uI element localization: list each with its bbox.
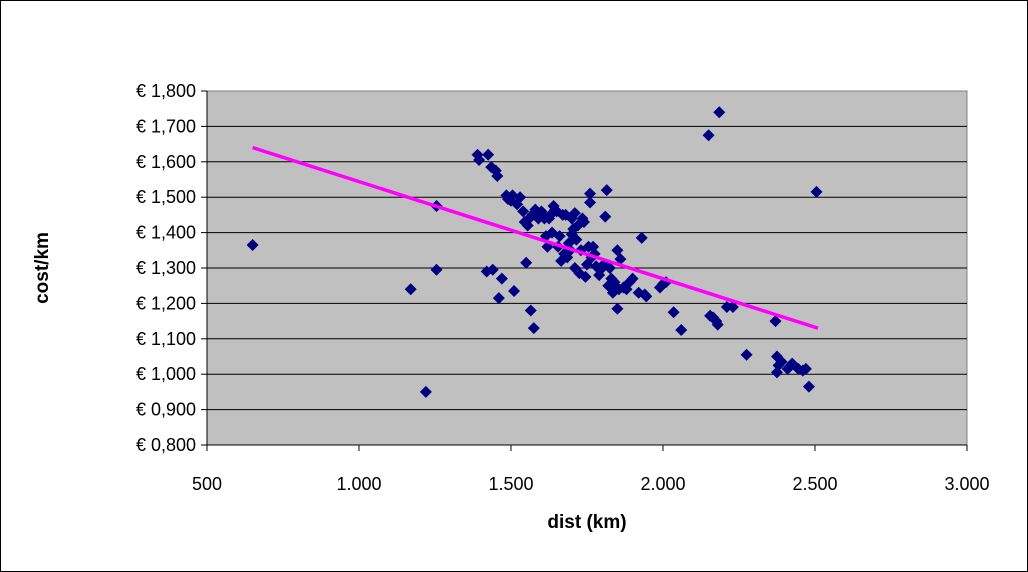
x-tick-label: 3.000 <box>944 474 989 494</box>
data-point <box>640 290 653 303</box>
data-point <box>675 323 688 336</box>
data-point <box>508 285 521 298</box>
data-point <box>614 253 627 266</box>
gridlines <box>207 125 967 411</box>
data-point <box>524 304 537 317</box>
y-tick-label: € 1,500 <box>136 187 196 207</box>
x-tick-label: 2.000 <box>640 474 685 494</box>
data-point <box>635 231 648 244</box>
data-point <box>579 270 592 283</box>
data-point <box>570 233 583 246</box>
y-tick-label: € 1,300 <box>136 258 196 278</box>
axes <box>201 90 968 451</box>
data-point <box>799 362 812 375</box>
data-point <box>577 215 590 228</box>
data-point <box>713 106 726 119</box>
x-tick-label: 1.000 <box>336 474 381 494</box>
data-point <box>726 300 739 313</box>
data-point <box>473 154 486 167</box>
data-point <box>599 210 612 223</box>
x-tick-labels: 500 1.000 1.500 2.000 2.500 3.000 <box>192 474 990 494</box>
data-point <box>486 263 499 276</box>
y-tick-labels: € 0,800 € 0,900 € 1,000 € 1,100 € 1,200 € 1,3… <box>136 81 196 455</box>
data-point <box>553 230 566 243</box>
data-point <box>711 318 724 331</box>
data-point <box>775 355 788 368</box>
data-point <box>568 207 581 220</box>
y-tick-label: € 1,100 <box>136 329 196 349</box>
y-tick-label: € 1,600 <box>136 152 196 172</box>
data-point <box>802 380 815 393</box>
x-tick-label: 1.500 <box>488 474 533 494</box>
data-point <box>520 256 533 269</box>
data-point <box>246 238 259 251</box>
data-point <box>495 272 508 285</box>
data-point <box>482 148 495 161</box>
data-point <box>626 272 639 285</box>
y-tick-label: € 1,200 <box>136 293 196 313</box>
data-point <box>527 322 540 335</box>
trendline <box>252 145 819 330</box>
y-tick-label: € 1,400 <box>136 223 196 243</box>
data-point <box>600 184 613 197</box>
y-axis-title: cost/km <box>32 232 53 304</box>
trendline-layer <box>252 145 819 330</box>
data-point <box>769 315 782 328</box>
data-point <box>430 263 443 276</box>
data-point <box>611 302 624 315</box>
y-tick-label: € 1,000 <box>136 364 196 384</box>
data-point <box>584 187 597 200</box>
data-point <box>603 262 616 274</box>
data-point <box>584 196 597 209</box>
data-point <box>720 300 733 313</box>
y-tick-label: € 0,800 <box>136 435 196 455</box>
data-point <box>810 185 823 198</box>
data-point <box>514 191 527 204</box>
x-axis-title: dist (km) <box>547 512 626 533</box>
data-point <box>667 306 680 319</box>
data-point <box>492 292 505 305</box>
data-point <box>740 348 753 361</box>
data-point <box>404 283 417 296</box>
data-point <box>491 169 504 182</box>
y-tick-label: € 1,800 <box>136 81 196 101</box>
x-tick-label: 500 <box>192 474 222 494</box>
x-tick-label: 2.500 <box>792 474 837 494</box>
data-point <box>517 205 530 218</box>
data-point <box>702 129 715 142</box>
y-tick-label: € 1,700 <box>136 116 196 136</box>
data-point <box>419 385 432 398</box>
y-tick-label: € 0,900 <box>136 400 196 420</box>
